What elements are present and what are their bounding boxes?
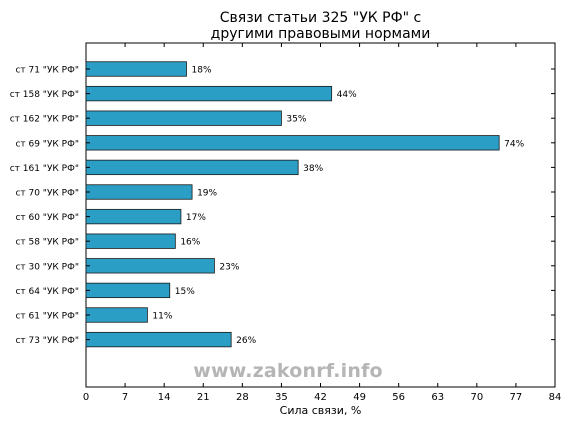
bar-value-label: 23% (219, 262, 239, 272)
bar-value-label: 17% (186, 213, 206, 223)
x-tick-label: 7 (122, 392, 128, 403)
chart-title-line1: Связи статьи 325 "УК РФ" с (219, 10, 422, 26)
bar (85, 135, 500, 151)
bar (85, 307, 148, 323)
bar-value-label: 44% (337, 90, 357, 100)
bar (85, 85, 333, 102)
x-tick-label: 63 (431, 392, 444, 403)
bar (85, 233, 176, 249)
x-tick-label: 35 (275, 392, 288, 403)
bar-value-label: 26% (236, 336, 256, 346)
x-tick-label: 56 (392, 392, 405, 403)
bar (85, 159, 299, 176)
bar (85, 110, 282, 126)
bar-value-label: 35% (286, 115, 306, 125)
bar-value-label: 74% (504, 139, 524, 149)
y-tick-label: ст 70 "УК РФ" (15, 189, 79, 199)
bar-value-label: 15% (175, 287, 195, 297)
bar (85, 282, 171, 299)
y-tick-label: ст 162 "УК РФ" (10, 115, 79, 125)
x-tick-label: 14 (158, 392, 171, 403)
x-tick-label: 49 (353, 392, 366, 403)
bar-value-label: 11% (152, 312, 172, 322)
y-tick-label: ст 30 "УК РФ" (15, 262, 79, 272)
y-tick-label: ст 71 "УК РФ" (15, 66, 79, 76)
x-tick-label: 21 (197, 392, 210, 403)
y-tick-label: ст 73 "УК РФ" (15, 336, 79, 346)
bar (85, 184, 193, 200)
bar-value-label: 18% (192, 66, 212, 76)
y-tick-label: ст 161 "УК РФ" (10, 164, 79, 174)
bar (85, 208, 182, 225)
bar (85, 258, 215, 274)
x-axis-label: Сила связи, % (280, 404, 362, 417)
x-tick-label: 77 (510, 392, 523, 403)
y-tick-label: ст 60 "УК РФ" (15, 213, 79, 223)
watermark: www.zakonrf.info (193, 360, 383, 382)
x-tick-label: 70 (470, 392, 483, 403)
y-tick-label: ст 58 "УК РФ" (15, 238, 79, 248)
bar-value-label: 38% (303, 164, 323, 174)
y-tick-label: ст 61 "УК РФ" (15, 312, 79, 322)
y-tick-label: ст 158 "УК РФ" (10, 90, 79, 100)
x-tick-label: 0 (83, 392, 89, 403)
bar-value-label: 19% (197, 189, 217, 199)
x-tick-label: 42 (314, 392, 327, 403)
y-tick-label: ст 64 "УК РФ" (15, 287, 79, 297)
bar-value-label: 16% (180, 238, 200, 248)
y-tick-label: ст 69 "УК РФ" (15, 139, 79, 149)
x-tick-label: 28 (236, 392, 249, 403)
chart-title-line2: другими правовыми нормами (210, 26, 431, 42)
bar (85, 331, 232, 348)
x-tick-label: 84 (549, 392, 562, 403)
bar (85, 61, 187, 77)
